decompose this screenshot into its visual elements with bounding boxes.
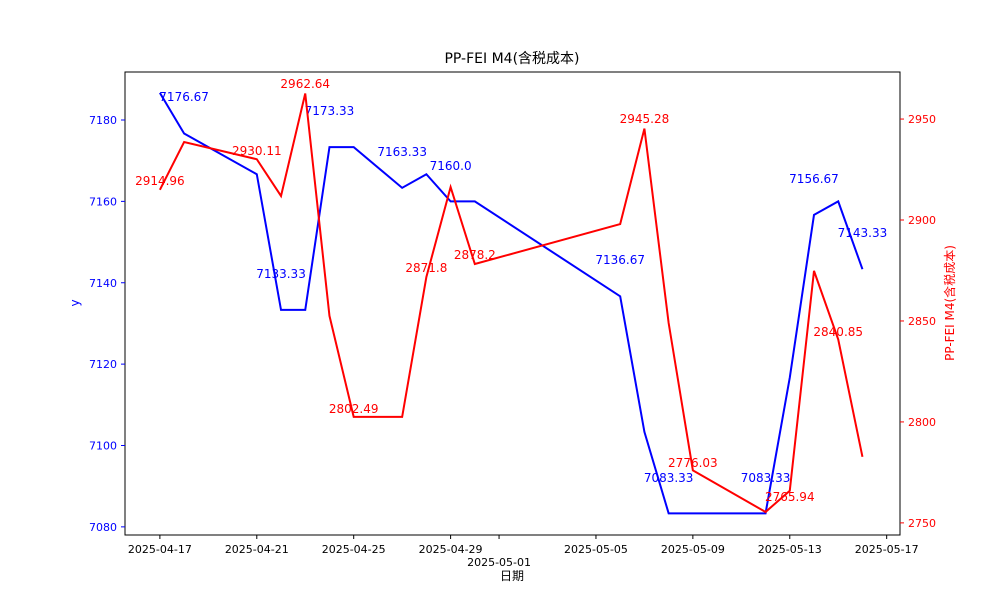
x-tick-label: 2025-05-17 xyxy=(855,543,919,556)
right-y-axis-label: PP-FEI M4(含税成本) xyxy=(942,245,957,361)
left-y-axis-label: y xyxy=(68,299,82,306)
data-label: 2930.11 xyxy=(232,144,282,158)
data-label: 7083.33 xyxy=(741,471,791,485)
right-y-tick-label: 2850 xyxy=(908,315,936,328)
data-label: 2945.28 xyxy=(620,112,670,126)
data-label: 7173.33 xyxy=(305,104,355,118)
data-label: 2765.94 xyxy=(765,490,815,504)
chart-title: PP-FEI M4(含税成本) xyxy=(444,51,579,67)
data-label: 7163.33 xyxy=(377,145,427,159)
x-tick-label: 2025-05-09 xyxy=(661,543,725,556)
data-label: 7160.0 xyxy=(430,159,472,173)
data-label: 2962.64 xyxy=(280,77,330,91)
x-axis-label: 日期 xyxy=(500,569,524,583)
left-y-tick-label: 7100 xyxy=(89,439,117,452)
series-line-pp-fei-m4 xyxy=(158,93,864,514)
right-y-tick-label: 2750 xyxy=(908,517,936,530)
left-y-tick-label: 7140 xyxy=(89,277,117,290)
data-label: 7083.33 xyxy=(644,471,694,485)
data-label: 2802.49 xyxy=(329,402,379,416)
right-y-tick-label: 2950 xyxy=(908,113,936,126)
data-label: 7136.67 xyxy=(595,253,645,267)
x-tick-label: 2025-04-21 xyxy=(225,543,289,556)
data-label: 2914.96 xyxy=(135,174,185,188)
left-y-tick-label: 7080 xyxy=(89,521,117,534)
left-y-tick-label: 7180 xyxy=(89,114,117,127)
data-label: 2776.03 xyxy=(668,456,718,470)
x-tick-label: 2025-05-01 xyxy=(467,556,531,569)
data-label: 2871.8 xyxy=(405,261,447,275)
right-y-tick-label: 2800 xyxy=(908,416,936,429)
data-label: 7156.67 xyxy=(789,172,839,186)
x-tick-label: 2025-04-29 xyxy=(419,543,483,556)
series-line-y xyxy=(159,92,864,515)
data-label: 7133.33 xyxy=(256,267,306,281)
data-label: 2840.85 xyxy=(813,325,863,339)
x-tick-label: 2025-05-13 xyxy=(758,543,822,556)
data-label: 7143.33 xyxy=(838,226,888,240)
x-tick-label: 2025-04-25 xyxy=(322,543,386,556)
x-tick-label: 2025-05-05 xyxy=(564,543,628,556)
data-label: 7176.67 xyxy=(159,90,209,104)
right-y-tick-label: 2900 xyxy=(908,214,936,227)
x-tick-label: 2025-04-17 xyxy=(128,543,192,556)
data-label: 2878.2 xyxy=(454,248,496,262)
left-y-tick-label: 7160 xyxy=(89,195,117,208)
left-y-tick-label: 7120 xyxy=(89,358,117,371)
plot-frame xyxy=(124,71,901,536)
